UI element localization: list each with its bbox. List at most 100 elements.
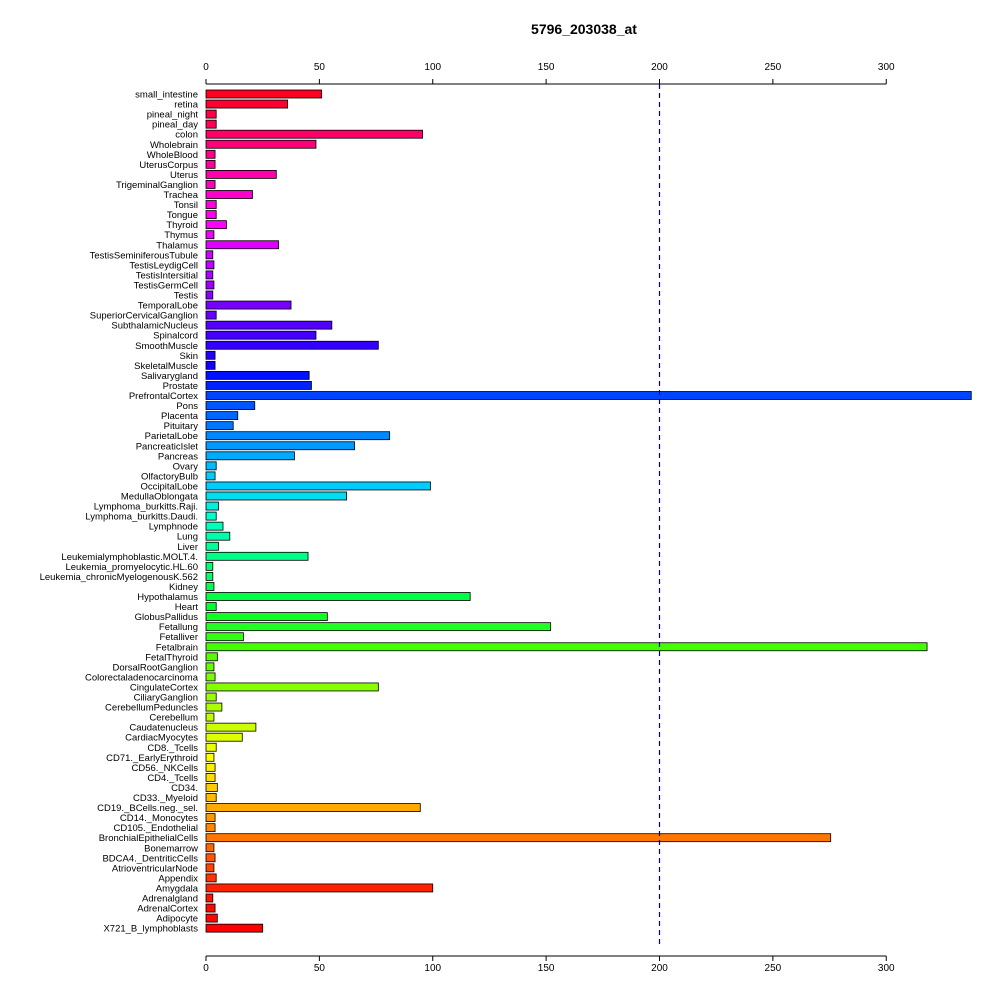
bar: [205, 149, 216, 159]
bar: [205, 300, 292, 310]
category-label: BronchialEpithelialCells: [99, 833, 199, 844]
bar: [205, 169, 277, 179]
bar: [205, 401, 256, 410]
bar: [205, 572, 214, 581]
category-label: TrigeminalGanglion: [116, 180, 198, 191]
category-label: CD4._Tcells: [147, 773, 198, 784]
bottom-axis-tick-label: 100: [424, 963, 441, 974]
bar: [205, 732, 243, 742]
bar: [205, 612, 328, 621]
category-label: Thyroid: [166, 220, 198, 231]
bar: [205, 551, 309, 561]
category-label: Uterus: [170, 170, 198, 181]
category-label: SmoothMuscle: [135, 341, 198, 352]
category-label: Lymphoma_burkitts.Raji.: [94, 502, 198, 513]
bar: [205, 481, 431, 491]
bar: [205, 843, 215, 853]
bar: [205, 541, 219, 551]
bar: [205, 260, 215, 270]
category-label: retina: [174, 100, 198, 111]
bar: [205, 451, 295, 461]
category-label: PancreaticIslet: [136, 441, 199, 452]
bar: [205, 381, 312, 390]
bar: [205, 129, 423, 139]
category-label: Pancreas: [158, 451, 198, 462]
category-label: AtrioventricularNode: [112, 863, 198, 874]
category-label: Lymphoma_burkitts.Daudi.: [85, 512, 198, 523]
category-label: CD56._NKCells: [131, 763, 198, 774]
category-label: CD71._EarlyErythroid: [106, 753, 198, 764]
bar: [205, 833, 832, 843]
category-label: CD14._Monocytes: [120, 813, 198, 824]
category-label: SuperiorCervicalGanglion: [90, 311, 198, 322]
bar: [205, 240, 279, 250]
bar: [205, 903, 216, 913]
bar: [205, 742, 217, 752]
category-label: TemporalLobe: [138, 301, 198, 312]
category-label: Hypothalamus: [137, 592, 198, 603]
bar: [205, 662, 215, 672]
category-label: PrefrontalCortex: [129, 391, 198, 402]
bar: [205, 431, 391, 441]
bar: [205, 702, 223, 712]
bar: [205, 310, 217, 320]
top-axis-tick-label: 300: [878, 62, 895, 73]
bar: [205, 320, 333, 330]
category-label: Thalamus: [156, 240, 198, 251]
category-label: Fetalbrain: [156, 642, 198, 653]
category-label: DorsalRootGanglion: [112, 662, 198, 673]
category-label: ParietalLobe: [145, 431, 198, 442]
category-label: small_intestine: [135, 90, 198, 101]
category-label: BDCA4._DentriticCells: [102, 853, 198, 864]
bar: [205, 441, 355, 451]
bottom-axis-tick-label: 50: [314, 963, 326, 974]
category-label: Fetallung: [159, 622, 198, 633]
bar: [205, 461, 217, 471]
category-label: WholeBlood: [147, 150, 198, 161]
category-label: Colorectaladenocarcinoma: [85, 672, 199, 683]
category-label: Tonsil: [174, 200, 198, 211]
bar: [205, 531, 231, 541]
bar: [205, 190, 253, 199]
category-label: Wholebrain: [150, 140, 198, 151]
bar: [205, 99, 289, 109]
chart-title: 5796_203038_at: [531, 21, 637, 37]
category-label: Pons: [176, 401, 198, 412]
bar: [205, 89, 323, 99]
category-label: pineal_day: [152, 120, 198, 131]
bar: [205, 622, 552, 632]
bar: [205, 793, 217, 802]
bar: [205, 340, 379, 350]
bottom-axis-tick-label: 0: [203, 963, 209, 974]
category-label: Lung: [177, 532, 198, 543]
bar: [205, 491, 347, 501]
category-label: Lymphnode: [149, 522, 198, 533]
bar: [205, 270, 214, 280]
bar: [205, 511, 217, 521]
category-label: Leukemia_promyelocytic.HL.60: [65, 562, 198, 573]
bar: [205, 592, 471, 601]
category-label: X721_B_lymphoblasts: [103, 924, 198, 935]
category-label: SubthalamicNucleus: [111, 321, 198, 332]
bar: [205, 652, 218, 662]
bar: [205, 230, 215, 240]
category-label: pineal_night: [147, 110, 199, 121]
bar: [205, 280, 215, 290]
category-label: Fetalliver: [159, 632, 198, 643]
category-label: TestisLeydigCell: [129, 260, 198, 271]
category-label: Prostate: [163, 381, 198, 392]
bar: [205, 582, 215, 591]
bar: [205, 722, 257, 732]
category-label: Ovary: [173, 461, 199, 472]
bar: [205, 783, 218, 792]
bottom-axis-tick-label: 250: [765, 963, 782, 974]
category-label: Adrenalgland: [142, 894, 198, 905]
bar: [205, 200, 217, 209]
bar: [205, 672, 216, 682]
category-label: Adipocyte: [156, 914, 198, 925]
bar: [205, 370, 310, 380]
bar: [205, 923, 264, 933]
top-axis-tick-label: 100: [424, 62, 441, 73]
bar: [205, 773, 216, 782]
bar: [205, 220, 227, 230]
